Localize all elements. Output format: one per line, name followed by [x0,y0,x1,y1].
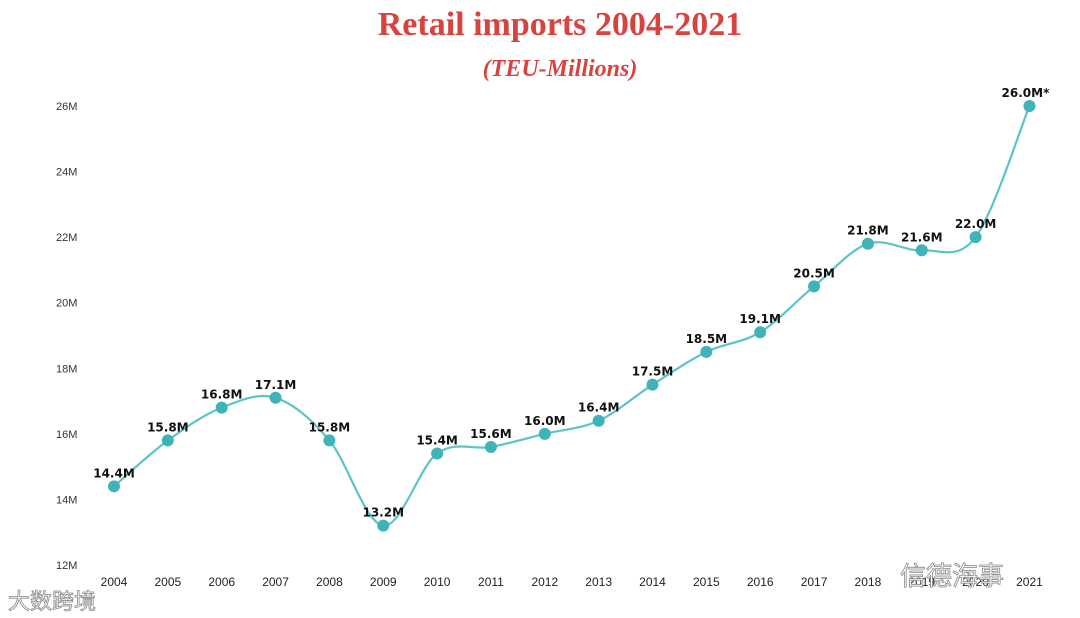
watermark-left: 大数跨境 [8,590,97,616]
data-point [108,480,120,493]
x-tick-label: 2007 [262,575,289,589]
data-point [484,440,497,453]
data-label: 15.6M [470,427,512,441]
x-tick-label: 2005 [154,575,181,589]
data-label: 26.0M* [1002,86,1051,100]
data-label: 16.4M [578,401,620,415]
x-tick-label: 2020 [962,575,989,589]
data-label: 21.8M [847,224,889,238]
data-point [269,391,282,404]
data-point [323,434,336,447]
y-tick-label: 18M [56,363,77,375]
data-label: 18.5M [686,332,728,346]
y-tick-label: 26M [56,101,77,113]
data-point [161,434,174,447]
data-label: 19.1M [739,312,781,326]
data-label: 21.6M [901,230,943,244]
data-points [108,100,1036,532]
y-tick-label: 20M [56,298,77,310]
data-point [592,414,605,427]
x-tick-label: 2006 [208,575,235,589]
data-point [754,326,767,339]
x-tick-label: 2012 [531,575,558,589]
x-tick-label: 2019 [908,575,935,589]
data-label: 22.0M [955,217,997,231]
y-tick-label: 12M [56,560,77,572]
x-tick-label: 2016 [747,575,774,589]
data-label: 14.4M [93,466,135,480]
data-point [377,519,390,532]
data-label: 15.4M [416,434,458,448]
data-point [431,447,444,460]
chart-title: Retail imports 2004-2021 [377,6,743,43]
data-point [538,427,551,440]
data-point [969,231,982,244]
x-tick-label: 2010 [424,575,451,589]
y-tick-label: 22M [56,232,77,244]
data-point [861,237,874,250]
data-label: 16.0M [524,414,566,428]
x-tick-label: 2013 [585,575,612,589]
x-tick-label: 2017 [801,575,828,589]
data-label: 17.5M [632,365,674,379]
x-tick-label: 2004 [101,575,128,589]
data-label: 13.2M [362,506,404,520]
data-point [808,280,821,293]
x-tick-label: 2021 [1016,575,1043,589]
data-point [215,401,228,414]
x-tick-label: 2008 [316,575,343,589]
data-point [915,244,928,257]
data-label: 16.8M [201,388,243,402]
data-point [1023,100,1036,112]
data-point [700,345,713,358]
x-tick-label: 2018 [855,575,882,589]
x-tick-label: 2011 [478,575,504,589]
y-axis-ticks: 12M 14M 16M 18M 20M 22M 24M 26M [56,101,77,572]
data-point [646,378,659,391]
y-tick-label: 14M [56,494,77,506]
data-label: 20.5M [793,266,835,280]
data-label: 15.8M [309,420,351,434]
watermark-right: 信德海事 [900,562,1005,593]
x-tick-label: 2014 [639,575,666,589]
y-tick-label: 24M [56,167,77,179]
data-label: 17.1M [255,378,297,392]
y-tick-label: 16M [56,429,77,441]
x-tick-label: 2015 [693,575,720,589]
chart-subtitle: (TEU-Millions) [482,56,638,82]
data-label: 15.8M [147,420,189,434]
series-line [113,105,1031,527]
data-labels: 14.4M 15.8M 16.8M 17.1M 15.8M 13.2M 15.4M 15.6M… [93,86,1050,520]
x-axis-ticks: 2004 2005 2006 2007 2008 2009 2010 2011 2012 2013… [101,575,1043,589]
x-tick-label: 2009 [370,575,397,589]
